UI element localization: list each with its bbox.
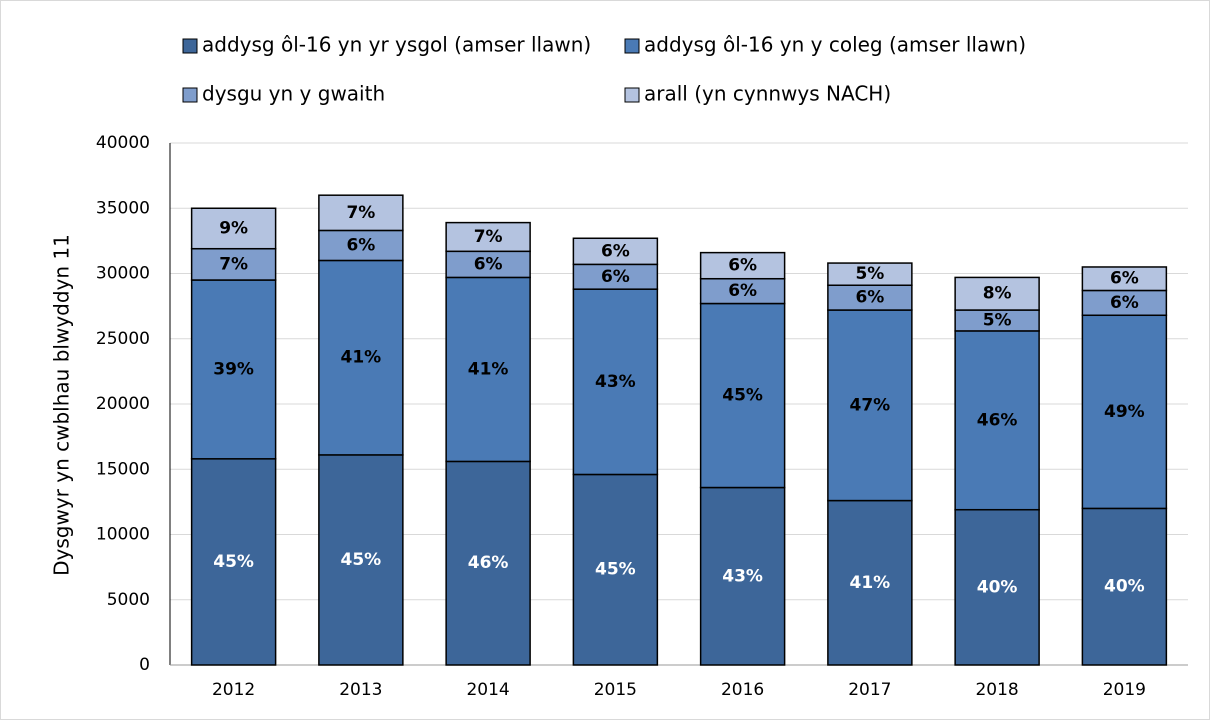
- data-label: 39%: [213, 359, 254, 379]
- bar-segment: [190, 458, 277, 666]
- y-tick-label: 25000: [96, 329, 150, 349]
- data-label: 7%: [474, 227, 503, 247]
- y-tick-label: 10000: [96, 525, 150, 545]
- bar-segment: [699, 251, 786, 280]
- y-axis-label: Dysgwyr yn cwblhau blwyddyn 11: [50, 234, 74, 576]
- y-tick-label: 35000: [96, 198, 150, 218]
- bar-segment: [445, 276, 531, 463]
- data-label: 43%: [722, 566, 763, 586]
- bar-segment: [827, 309, 913, 502]
- data-label: 40%: [1104, 577, 1145, 597]
- y-tick-label: 20000: [96, 394, 150, 414]
- y-tick-label: 5000: [107, 590, 150, 610]
- data-label: 6%: [855, 288, 884, 308]
- data-label: 6%: [474, 254, 503, 274]
- legend-swatch: [182, 87, 198, 103]
- data-label: 41%: [468, 359, 509, 379]
- bar-segment: [572, 237, 659, 266]
- legend-label: addysg ôl-16 yn yr ysgol (amser llawn): [202, 33, 591, 57]
- bar-segment: [445, 221, 531, 253]
- bar-segment: [699, 302, 786, 489]
- bar-segment: [1081, 314, 1168, 510]
- legend-swatch: [182, 38, 198, 54]
- x-tick-label: 2017: [848, 680, 891, 700]
- bar-segment: [445, 460, 531, 666]
- bar-segment: [190, 247, 277, 281]
- bar-segment: [190, 207, 277, 250]
- data-label: 43%: [595, 372, 636, 392]
- legend-label: dysgu yn y gwaith: [202, 82, 385, 106]
- bar-segment: [572, 473, 659, 666]
- data-label: 8%: [983, 284, 1012, 304]
- data-label: 41%: [341, 348, 382, 368]
- bar-segment: [318, 194, 404, 232]
- data-label: 45%: [595, 560, 636, 580]
- data-label: 5%: [983, 310, 1012, 330]
- x-tick-label: 2015: [594, 680, 637, 700]
- y-tick-label: 0: [139, 655, 150, 675]
- data-label: 40%: [977, 577, 1018, 597]
- data-label: 6%: [1110, 293, 1139, 313]
- x-tick-label: 2016: [721, 680, 764, 700]
- bar-segment: [954, 508, 1040, 666]
- data-label: 49%: [1104, 402, 1145, 422]
- bar-segment: [572, 263, 659, 290]
- data-label: 6%: [1110, 269, 1139, 289]
- bar-segment: [954, 276, 1040, 311]
- bar-segment: [318, 454, 404, 666]
- y-tick-label: 15000: [96, 459, 150, 479]
- data-label: 46%: [468, 553, 509, 573]
- data-label: 5%: [855, 264, 884, 284]
- data-label: 47%: [850, 395, 891, 415]
- data-label: 7%: [219, 254, 248, 274]
- data-label: 6%: [601, 241, 630, 261]
- data-label: 9%: [219, 218, 248, 238]
- x-tick-label: 2014: [466, 680, 509, 700]
- bar-segment: [318, 229, 404, 262]
- bar-segment: [190, 279, 277, 460]
- data-label: 6%: [346, 235, 375, 255]
- data-label: 45%: [722, 386, 763, 406]
- bar-segment: [827, 262, 913, 286]
- data-label: 45%: [213, 552, 254, 572]
- bar-segment: [1081, 266, 1168, 292]
- data-label: 41%: [850, 573, 891, 593]
- bar-segment: [699, 486, 786, 666]
- x-tick-label: 2012: [212, 680, 255, 700]
- legend-label: arall (yn cynnwys NACH): [644, 82, 891, 106]
- legend-swatch: [624, 38, 640, 54]
- bar-segment: [445, 250, 531, 279]
- data-label: 6%: [601, 267, 630, 287]
- data-label: 6%: [728, 281, 757, 301]
- bar-segment: [827, 284, 913, 311]
- x-tick-label: 2019: [1103, 680, 1146, 700]
- x-tick-label: 2018: [975, 680, 1018, 700]
- data-label: 7%: [346, 203, 375, 223]
- data-label: 6%: [728, 256, 757, 276]
- bar-segment: [572, 288, 659, 476]
- bar-segment: [699, 277, 786, 305]
- y-tick-label: 40000: [96, 133, 150, 153]
- legend-label: addysg ôl-16 yn y coleg (amser llawn): [644, 33, 1026, 57]
- bar-segment: [954, 330, 1040, 511]
- legend-swatch: [624, 87, 640, 103]
- bar-segment: [827, 499, 913, 666]
- bar-segment: [318, 259, 404, 456]
- data-label: 46%: [977, 410, 1018, 430]
- x-tick-label: 2013: [339, 680, 382, 700]
- data-label: 45%: [341, 550, 382, 570]
- y-tick-label: 30000: [96, 264, 150, 284]
